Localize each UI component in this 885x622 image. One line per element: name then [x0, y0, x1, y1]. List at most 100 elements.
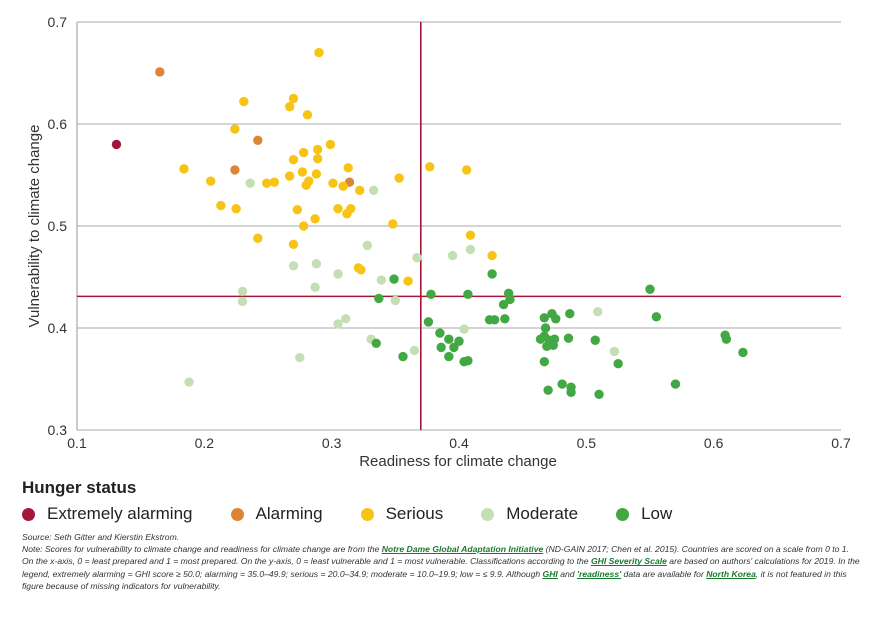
- point-low: [435, 328, 445, 338]
- x-tick-label: 0.7: [831, 435, 851, 451]
- point-low: [551, 314, 561, 324]
- point-moderate: [412, 252, 422, 263]
- legend-marker: [481, 507, 495, 521]
- point-low: [594, 389, 604, 399]
- point-moderate: [184, 377, 194, 387]
- point-serious: [311, 169, 322, 179]
- ghi-severity-scale-link[interactable]: GHI Severity Scale: [590, 556, 667, 567]
- point-serious: [465, 230, 476, 240]
- point-serious: [284, 171, 295, 181]
- legend-item-moderate: Moderate: [481, 504, 578, 524]
- nd-gain-link[interactable]: Notre Dame Global Adaptation Initiative: [381, 544, 544, 555]
- point-low: [539, 313, 550, 323]
- point-serious: [338, 181, 348, 191]
- point-serious: [310, 214, 320, 224]
- point-moderate: [362, 240, 373, 251]
- point-low: [487, 269, 497, 279]
- point-low: [444, 351, 454, 362]
- x-tick-label: 0.4: [449, 435, 469, 451]
- legend-item-alarming: Alarming: [230, 504, 323, 524]
- point-serious: [425, 162, 435, 172]
- point-low: [565, 309, 575, 319]
- point-low: [505, 294, 515, 305]
- legend-label: Alarming: [255, 504, 323, 523]
- y-tick-label: 0.4: [48, 320, 68, 336]
- point-low: [436, 342, 446, 353]
- point-serious: [284, 101, 295, 112]
- point-serious: [302, 110, 313, 120]
- note-text-5: data are available for: [623, 568, 704, 579]
- point-serious: [231, 203, 241, 214]
- point-alarming: [230, 165, 240, 175]
- point-low: [423, 317, 434, 327]
- point-moderate: [295, 352, 305, 363]
- point-serious: [216, 200, 226, 211]
- point-low: [645, 284, 655, 294]
- point-serious: [314, 47, 324, 58]
- legend-items: Extremely alarming Alarming Serious Moderat…: [22, 504, 862, 524]
- legend-title: Hunger status: [22, 478, 137, 497]
- point-low: [543, 385, 553, 395]
- point-low: [371, 338, 381, 348]
- point-serious: [179, 164, 189, 174]
- y-axis-label: Vulnerability to climate change: [26, 125, 43, 328]
- point-serious: [206, 176, 216, 186]
- point-moderate: [409, 345, 420, 356]
- point-serious: [354, 185, 365, 195]
- point-serious: [343, 163, 353, 173]
- north-korea-link[interactable]: North Korea: [706, 568, 756, 579]
- point-serious: [288, 239, 299, 250]
- point-serious: [388, 219, 398, 229]
- point-serious: [288, 155, 299, 165]
- point-low: [590, 335, 600, 345]
- legend-label: Low: [641, 504, 673, 523]
- note-text-1: Scores for vulnerability to climate chan…: [44, 544, 380, 555]
- point-serious: [461, 165, 472, 175]
- x-tick-label: 0.3: [322, 435, 342, 451]
- readiness-link[interactable]: 'readiness': [576, 568, 622, 579]
- point-low: [540, 323, 551, 333]
- point-moderate: [459, 324, 469, 334]
- x-tick-label: 0.1: [67, 435, 87, 451]
- gridlines: [76, 21, 841, 431]
- y-tick-label: 0.7: [48, 14, 68, 30]
- legend-marker: [230, 507, 244, 521]
- point-serious: [301, 180, 311, 190]
- point-low: [444, 334, 454, 344]
- point-serious: [269, 177, 280, 187]
- source-line: Source: Seth Gitter and Kierstin Ekstrom…: [22, 532, 180, 542]
- point-serious: [292, 204, 302, 215]
- point-low: [398, 351, 408, 362]
- legend-label: Extremely alarming: [47, 504, 193, 523]
- point-moderate: [376, 275, 387, 285]
- point-serious: [346, 203, 356, 214]
- point-extremely-alarming: [111, 139, 122, 150]
- axis-ticks: 0.3 0.4 0.5 0.6 0.7 0.1 0.2 0.3 0.4 0.5 0.6 0.7: [48, 14, 851, 451]
- legend-marker: [616, 507, 630, 521]
- point-moderate: [368, 185, 379, 195]
- point-low: [651, 312, 662, 322]
- point-serious: [262, 178, 272, 188]
- point-moderate: [465, 244, 476, 255]
- point-alarming: [155, 67, 165, 77]
- ghi-link[interactable]: GHI: [542, 568, 558, 579]
- point-serious: [230, 124, 240, 134]
- point-serious: [297, 167, 308, 177]
- point-moderate: [447, 250, 458, 261]
- point-serious: [328, 178, 338, 188]
- point-low: [389, 274, 399, 284]
- reference-lines: [77, 22, 841, 430]
- point-low: [498, 299, 509, 310]
- point-serious: [394, 173, 404, 183]
- point-moderate: [288, 261, 299, 271]
- point-moderate: [310, 282, 320, 292]
- legend-label: Moderate: [506, 504, 579, 523]
- point-alarming: [253, 135, 263, 146]
- x-axis-label: Readiness for climate change: [359, 453, 557, 470]
- point-low: [721, 334, 732, 344]
- note-prefix: Note:: [22, 544, 43, 555]
- point-low: [426, 289, 436, 300]
- point-low: [566, 387, 576, 397]
- point-moderate: [245, 178, 255, 188]
- legend-item-serious: Serious: [360, 504, 443, 524]
